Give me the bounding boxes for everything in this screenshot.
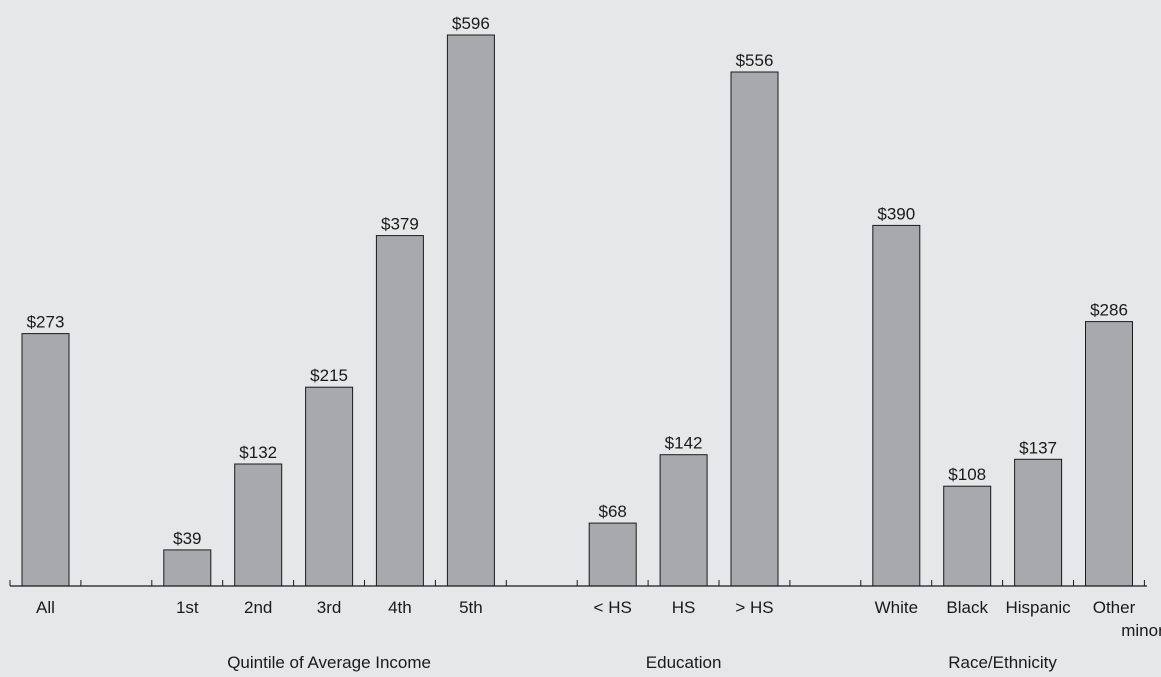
group-label: Race/Ethnicity	[948, 653, 1057, 672]
bar	[1014, 458, 1063, 587]
data-label: $390	[877, 204, 915, 223]
bar	[730, 71, 779, 587]
data-label: $132	[239, 443, 277, 462]
data-label: $556	[736, 51, 774, 70]
data-label: $273	[27, 313, 65, 332]
group-label: Education	[646, 653, 722, 672]
x-tick-label: Black	[946, 598, 988, 617]
data-label: $596	[452, 14, 490, 33]
data-label: $39	[173, 529, 201, 548]
x-tick-label: 1st	[176, 598, 199, 617]
bar	[234, 463, 283, 587]
data-label: $286	[1090, 301, 1128, 320]
x-tick-label: minority	[1121, 621, 1161, 640]
x-tick-label: > HS	[735, 598, 773, 617]
x-tick-label: All	[36, 598, 55, 617]
x-tick-label: White	[875, 598, 918, 617]
bar	[305, 386, 354, 587]
bar	[872, 224, 921, 587]
bar	[163, 549, 212, 587]
bar	[446, 34, 495, 587]
bar	[1085, 321, 1133, 587]
bar	[375, 235, 424, 587]
x-tick-label: 2nd	[244, 598, 272, 617]
data-label: $215	[310, 366, 348, 385]
x-tick-label: Hispanic	[1005, 598, 1071, 617]
x-tick-label: 4th	[388, 598, 412, 617]
x-tick-label: Other	[1093, 598, 1136, 617]
data-label: $108	[948, 465, 986, 484]
x-tick-label: 3rd	[317, 598, 342, 617]
bar	[588, 522, 637, 587]
data-label: $137	[1019, 438, 1057, 457]
bar	[659, 454, 708, 587]
x-tick-label: 5th	[459, 598, 483, 617]
x-tick-label: HS	[672, 598, 696, 617]
bar	[943, 485, 992, 587]
data-label: $379	[381, 215, 419, 234]
bar	[21, 333, 70, 587]
x-tick-label: < HS	[594, 598, 632, 617]
data-label: $142	[665, 434, 703, 453]
data-label: $68	[599, 502, 627, 521]
group-label: Quintile of Average Income	[227, 653, 431, 672]
